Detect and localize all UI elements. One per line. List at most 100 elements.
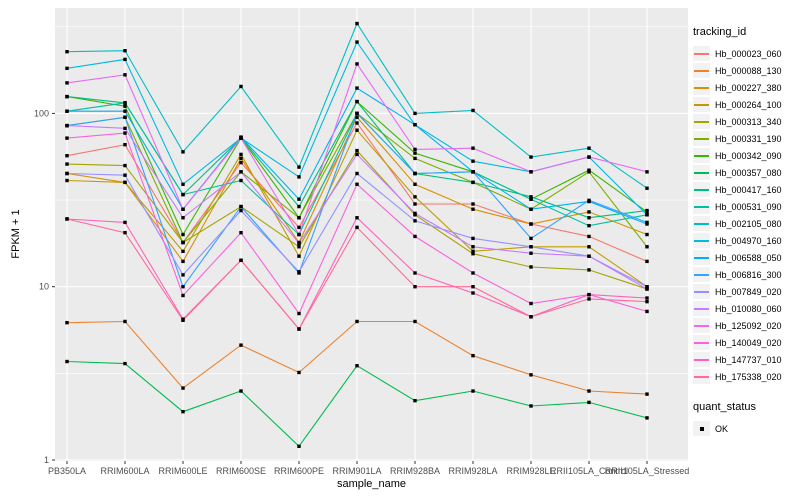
legend-label: Hb_000331_190 bbox=[715, 133, 782, 144]
data-point bbox=[529, 197, 533, 201]
legend-label: Hb_002105_080 bbox=[715, 218, 782, 229]
data-point bbox=[65, 359, 69, 364]
data-point bbox=[645, 232, 649, 237]
data-point bbox=[355, 86, 359, 90]
data-point bbox=[65, 109, 69, 113]
data-point bbox=[587, 389, 591, 393]
data-point bbox=[413, 271, 417, 275]
data-point bbox=[297, 216, 301, 220]
data-point bbox=[645, 220, 649, 225]
data-point bbox=[645, 170, 649, 174]
data-point bbox=[471, 146, 475, 150]
data-point bbox=[239, 156, 243, 161]
legend-items-quant-status: OK bbox=[693, 420, 799, 437]
data-point bbox=[471, 249, 475, 254]
legend-line-icon bbox=[694, 307, 709, 310]
data-point bbox=[529, 155, 533, 159]
legend-item: Hb_000023_060 bbox=[693, 45, 799, 62]
data-point bbox=[181, 249, 185, 254]
legend-item: Hb_000531_090 bbox=[693, 198, 799, 215]
data-point bbox=[587, 268, 591, 272]
data-point bbox=[181, 285, 185, 289]
x-tick-label: RRIM928LA bbox=[448, 466, 497, 476]
x-tick-label: RRIM600LA bbox=[100, 466, 149, 476]
data-point bbox=[181, 386, 185, 390]
data-point bbox=[297, 370, 301, 375]
data-point bbox=[587, 297, 591, 301]
data-point bbox=[355, 115, 359, 119]
data-point bbox=[413, 147, 417, 152]
data-point bbox=[413, 123, 417, 127]
legend-key bbox=[693, 369, 710, 384]
data-point bbox=[297, 197, 301, 201]
data-point bbox=[239, 208, 243, 213]
data-point bbox=[123, 109, 127, 113]
data-point bbox=[239, 136, 243, 140]
data-point bbox=[471, 353, 475, 358]
y-tick-label: 1 bbox=[44, 455, 49, 465]
data-point bbox=[471, 159, 475, 163]
data-point bbox=[123, 319, 127, 324]
data-point bbox=[355, 319, 359, 324]
data-point bbox=[587, 216, 591, 220]
legend-line-icon bbox=[694, 103, 709, 106]
legend-item-quant: OK bbox=[693, 420, 799, 437]
data-point bbox=[65, 81, 69, 85]
legend-line-icon bbox=[694, 375, 709, 378]
data-point bbox=[297, 204, 301, 209]
data-point bbox=[529, 301, 533, 306]
legend-line-icon bbox=[694, 239, 709, 242]
legend-label: Hb_006816_300 bbox=[715, 269, 782, 280]
data-point bbox=[355, 40, 359, 44]
legend-item: Hb_002105_080 bbox=[693, 215, 799, 232]
data-point bbox=[587, 155, 591, 159]
data-point bbox=[413, 171, 417, 176]
legend-label: Hb_000023_060 bbox=[715, 48, 782, 59]
legend-key bbox=[693, 318, 710, 333]
legend-line-icon bbox=[694, 171, 709, 174]
legend-line-icon bbox=[694, 154, 709, 157]
legend-line-icon bbox=[694, 137, 709, 140]
x-axis-title: sample_name bbox=[336, 478, 407, 490]
legend-label: Hb_006588_050 bbox=[715, 252, 782, 263]
data-point bbox=[529, 170, 533, 174]
data-point bbox=[181, 273, 185, 277]
data-point bbox=[645, 259, 649, 264]
legend-label: Hb_000417_160 bbox=[715, 184, 782, 195]
data-point bbox=[123, 180, 127, 185]
data-point bbox=[181, 259, 185, 264]
data-point bbox=[123, 115, 127, 119]
data-point bbox=[123, 131, 127, 135]
legend-key bbox=[693, 148, 710, 163]
legend-label: Hb_125092_020 bbox=[715, 320, 782, 331]
data-point bbox=[587, 234, 591, 239]
data-point bbox=[239, 84, 243, 89]
data-point bbox=[239, 230, 243, 235]
data-point bbox=[471, 291, 475, 295]
data-point bbox=[587, 245, 591, 249]
data-point bbox=[123, 57, 127, 62]
data-point bbox=[471, 245, 475, 249]
data-point bbox=[123, 361, 127, 366]
data-point bbox=[123, 142, 127, 147]
data-point bbox=[123, 230, 127, 235]
x-tick-label: RRIM901LA bbox=[332, 466, 381, 476]
data-point bbox=[587, 198, 591, 203]
legend-key bbox=[693, 165, 710, 180]
data-point bbox=[529, 265, 533, 269]
data-point bbox=[471, 285, 475, 289]
legend-key bbox=[693, 97, 710, 112]
data-point bbox=[65, 217, 69, 221]
data-point bbox=[529, 251, 533, 255]
legend-label: Hb_000313_340 bbox=[715, 116, 782, 127]
data-point bbox=[413, 151, 417, 155]
legend-item: Hb_007849_020 bbox=[693, 283, 799, 300]
legend-label: Hb_175338_020 bbox=[715, 371, 782, 382]
data-point bbox=[123, 126, 127, 131]
legend-item: Hb_000331_190 bbox=[693, 130, 799, 147]
legend-key bbox=[693, 46, 710, 61]
data-point bbox=[65, 66, 69, 71]
data-point bbox=[239, 258, 243, 263]
data-point bbox=[65, 94, 69, 99]
data-point bbox=[471, 180, 475, 185]
